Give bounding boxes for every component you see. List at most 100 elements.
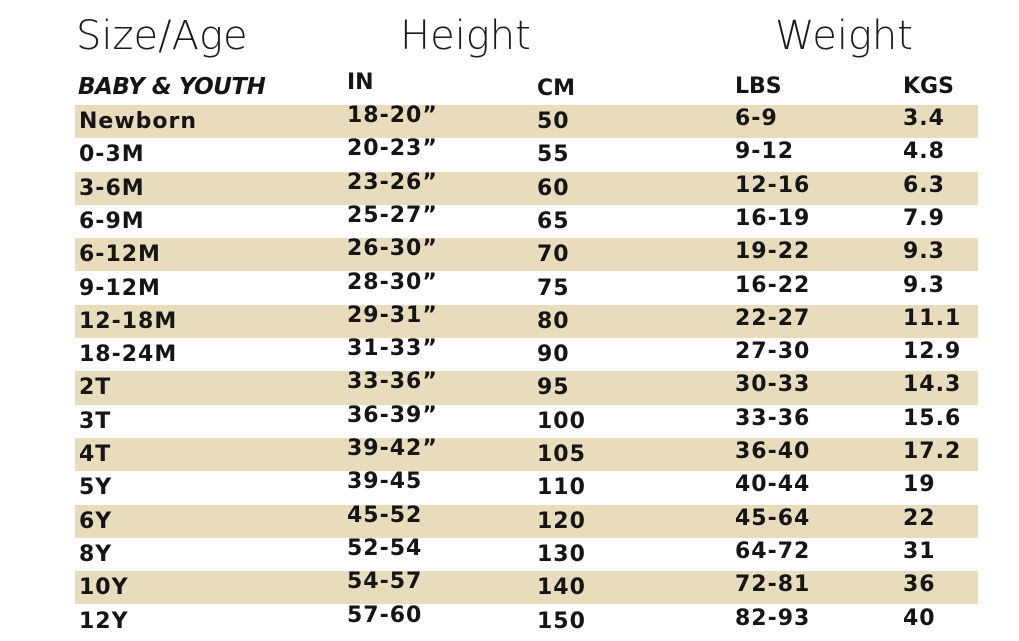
height-in-cell: 39-42”: [347, 436, 438, 461]
height-cm-cell: 110: [537, 475, 586, 501]
weight-lbs-cell: 45-64: [735, 505, 811, 531]
height-cm-cell: 55: [537, 142, 570, 168]
weight-kgs-cell: 6.3: [903, 172, 945, 198]
weight-kgs-cell: 7.9: [903, 205, 945, 231]
size-cell: 10Y: [79, 575, 129, 601]
height-title: Height: [400, 13, 531, 59]
weight-kgs-cell: 14.3: [903, 372, 962, 398]
weight-kgs-cell: 31: [903, 538, 936, 564]
height-in-cell: 33-36”: [347, 369, 438, 395]
table-row: 0-3M 20-23” 55 9-12 4.8: [75, 136, 978, 171]
weight-title: Weight: [775, 13, 913, 59]
size-cell: 8Y: [79, 541, 113, 567]
height-in-cell: 18-20”: [347, 103, 438, 128]
height-in-cell: 29-31”: [347, 302, 438, 328]
height-cm-cell: 140: [537, 575, 586, 601]
height-in-cell: 28-30”: [347, 269, 438, 295]
weight-lbs-cell: 22-27: [735, 305, 811, 331]
height-in-cell: 36-39”: [347, 402, 438, 428]
weight-kgs-cell: 11.1: [903, 305, 962, 331]
size-cell: 3T: [79, 408, 112, 434]
weight-lbs-cell: 9-12: [735, 139, 795, 165]
table-row: 3T 36-39” 100 33-36 15.6: [75, 403, 978, 438]
size-cell: 9-12M: [79, 275, 161, 301]
weight-lbs-cell: 33-36: [735, 405, 811, 431]
height-cm-cell: 70: [537, 242, 570, 268]
height-cm-cell: 65: [537, 208, 570, 234]
table-row: 5Y 39-45 110 40-44 19: [75, 469, 978, 504]
table-row: 12-18M 29-31” 80 22-27 11.1: [75, 303, 978, 339]
weight-lbs-cell: 16-22: [735, 272, 811, 298]
height-cm-cell: 150: [537, 608, 586, 634]
size-cell: 12-18M: [79, 308, 178, 334]
weight-kgs-cell: 15.6: [903, 405, 962, 431]
height-cm-cell: 50: [537, 109, 570, 134]
height-in-cell: 57-60: [347, 602, 423, 628]
category-label: BABY & YOUTH: [78, 74, 266, 100]
table-row: Newborn 18-20” 50 6-9 3.4: [75, 103, 978, 139]
weight-lbs-cell: 40-44: [735, 472, 811, 498]
table-row: 8Y 52-54 130 64-72 31: [75, 536, 978, 571]
height-cm-cell: 75: [537, 275, 570, 301]
height-cm-cell: 100: [537, 408, 586, 434]
table-row: 3-6M 23-26” 60 12-16 6.3: [75, 170, 978, 205]
in-column-header: IN: [347, 70, 374, 95]
size-cell: 2T: [79, 375, 112, 401]
table-row: 10Y 54-57 140 72-81 36: [75, 569, 978, 605]
weight-kgs-cell: 9.3: [903, 272, 945, 298]
table-row: 12Y 57-60 150 82-93 40: [75, 603, 978, 638]
weight-kgs-cell: 19: [903, 472, 936, 498]
weight-lbs-cell: 27-30: [735, 339, 811, 365]
weight-lbs-cell: 6-9: [735, 106, 778, 131]
size-cell: 5Y: [79, 475, 113, 501]
height-cm-cell: 80: [537, 308, 570, 334]
table-row: 18-24M 31-33” 90 27-30 12.9: [75, 336, 978, 371]
weight-kgs-cell: 17.2: [903, 439, 962, 464]
table-row: 2T 33-36” 95 30-33 14.3: [75, 369, 978, 405]
table-row: 9-12M 28-30” 75 16-22 9.3: [75, 270, 978, 305]
height-cm-cell: 130: [537, 541, 586, 567]
size-cell: 6Y: [79, 508, 113, 534]
weight-lbs-cell: 64-72: [735, 538, 811, 564]
height-in-cell: 20-23”: [347, 136, 438, 162]
height-cm-cell: 120: [537, 508, 586, 534]
table-row: 4T 39-42” 105 36-40 17.2: [75, 436, 978, 472]
height-in-cell: 25-27”: [347, 202, 438, 228]
height-cm-cell: 60: [537, 175, 570, 201]
cm-column-header: CM: [537, 76, 576, 101]
size-cell: 12Y: [79, 608, 129, 634]
weight-lbs-cell: 72-81: [735, 572, 811, 598]
weight-lbs-cell: 82-93: [735, 605, 811, 631]
weight-lbs-cell: 12-16: [735, 172, 811, 198]
size-cell: 3-6M: [79, 175, 145, 201]
weight-lbs-cell: 36-40: [735, 439, 811, 464]
height-in-cell: 54-57: [347, 569, 423, 595]
height-in-cell: 23-26”: [347, 169, 438, 195]
size-cell: Newborn: [79, 109, 198, 134]
size-cell: 4T: [79, 442, 112, 467]
height-in-cell: 52-54: [347, 535, 423, 561]
weight-kgs-cell: 3.4: [903, 106, 945, 131]
weight-kgs-cell: 4.8: [903, 139, 945, 165]
size-cell: 6-9M: [79, 208, 145, 234]
size-cell: 0-3M: [79, 142, 145, 168]
size-age-title: Size/Age: [76, 13, 248, 59]
weight-kgs-cell: 12.9: [903, 339, 962, 365]
weight-kgs-cell: 36: [903, 572, 936, 598]
height-in-cell: 26-30”: [347, 236, 438, 262]
lbs-column-header: LBS: [735, 74, 782, 99]
height-in-cell: 31-33”: [347, 336, 438, 362]
weight-kgs-cell: 22: [903, 505, 936, 531]
size-cell: 6-12M: [79, 242, 161, 268]
size-cell: 18-24M: [79, 342, 178, 368]
height-in-cell: 45-52: [347, 502, 423, 528]
weight-kgs-cell: 9.3: [903, 239, 945, 265]
kgs-column-header: KGS: [903, 74, 954, 99]
weight-kgs-cell: 40: [903, 605, 936, 631]
weight-lbs-cell: 19-22: [735, 239, 811, 265]
weight-lbs-cell: 16-19: [735, 205, 811, 231]
table-row: 6-12M 26-30” 70 19-22 9.3: [75, 236, 978, 272]
height-in-cell: 39-45: [347, 469, 423, 495]
height-cm-cell: 90: [537, 342, 570, 368]
height-cm-cell: 105: [537, 442, 586, 467]
